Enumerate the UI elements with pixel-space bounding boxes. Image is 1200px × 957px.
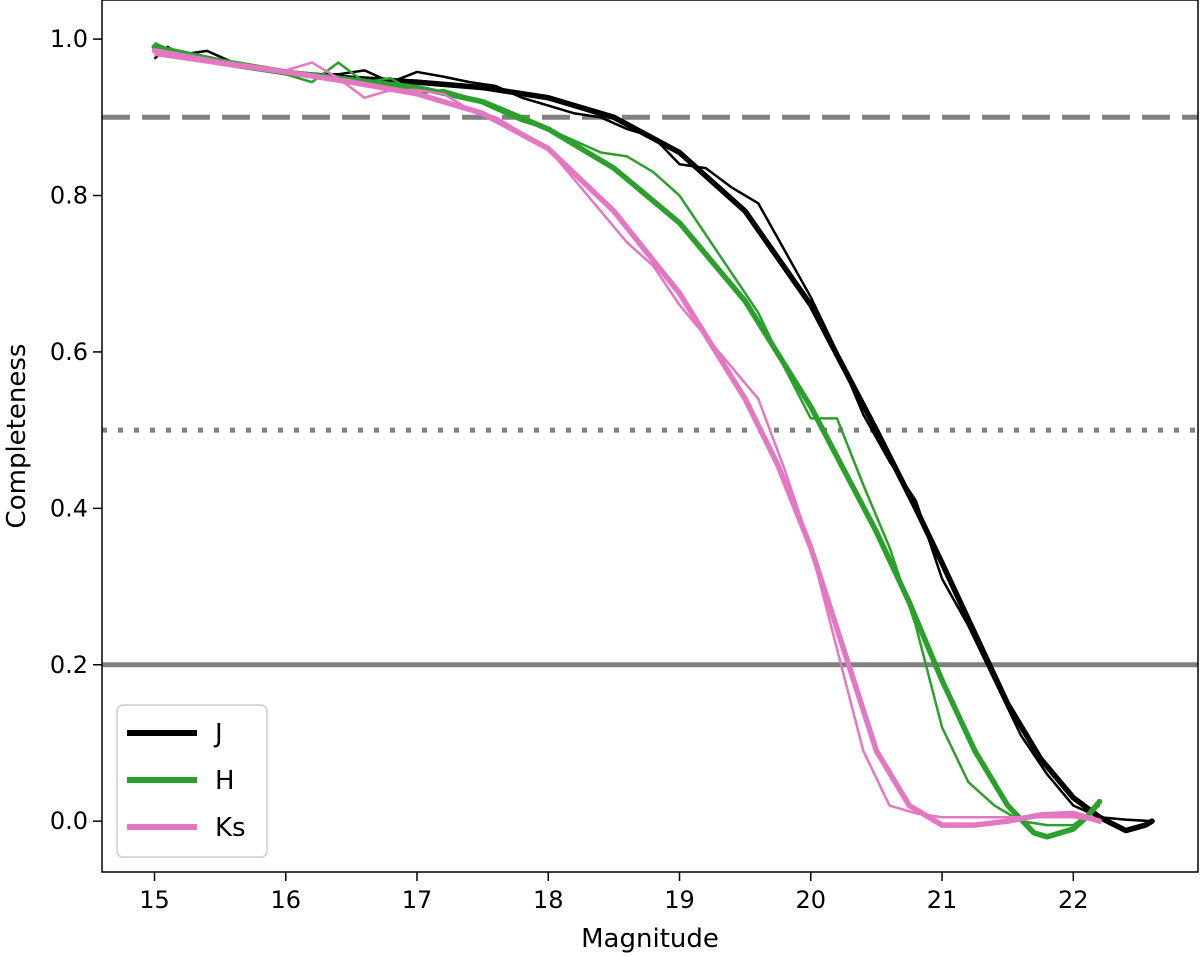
legend-label-h: H bbox=[215, 766, 235, 796]
y-tick-label: 0.2 bbox=[50, 651, 88, 679]
y-tick-label: 0.0 bbox=[50, 807, 88, 835]
x-tick-label: 15 bbox=[139, 886, 170, 914]
x-tick-label: 21 bbox=[927, 886, 958, 914]
series-j-measured bbox=[153, 45, 1153, 823]
series-ks-measured bbox=[154, 53, 1100, 823]
x-tick-label: 17 bbox=[402, 886, 433, 914]
plot-frame bbox=[101, 0, 1199, 873]
y-tick-label: 0.6 bbox=[50, 338, 88, 366]
series-h-measured bbox=[153, 41, 1101, 827]
y-tick-label: 0.4 bbox=[50, 494, 88, 522]
y-tick-label: 1.0 bbox=[50, 25, 88, 53]
reference-lines bbox=[102, 114, 1198, 668]
series-h-fit bbox=[151, 44, 1103, 840]
series-j-fit bbox=[151, 44, 1155, 834]
x-tick-label: 22 bbox=[1058, 886, 1089, 914]
legend-label-ks: Ks bbox=[215, 813, 246, 843]
y-axis-label: Completeness bbox=[2, 344, 32, 529]
y-axis: 0.0 0.2 0.4 0.6 0.8 1.0 bbox=[50, 25, 102, 835]
x-tick-label: 16 bbox=[270, 886, 301, 914]
legend: JH Ks bbox=[116, 704, 268, 858]
series-ks-fit bbox=[151, 48, 1103, 828]
y-tick-label: 0.8 bbox=[50, 182, 88, 210]
x-axis-label: Magnitude bbox=[581, 924, 719, 954]
x-tick-label: 19 bbox=[664, 886, 695, 914]
x-axis: 15 16 17 18 19 20 21 22 bbox=[139, 872, 1089, 914]
series-layer bbox=[151, 41, 1155, 840]
x-tick-label: 18 bbox=[533, 886, 564, 914]
x-tick-label: 20 bbox=[796, 886, 827, 914]
legend-label-j: J bbox=[213, 719, 223, 749]
